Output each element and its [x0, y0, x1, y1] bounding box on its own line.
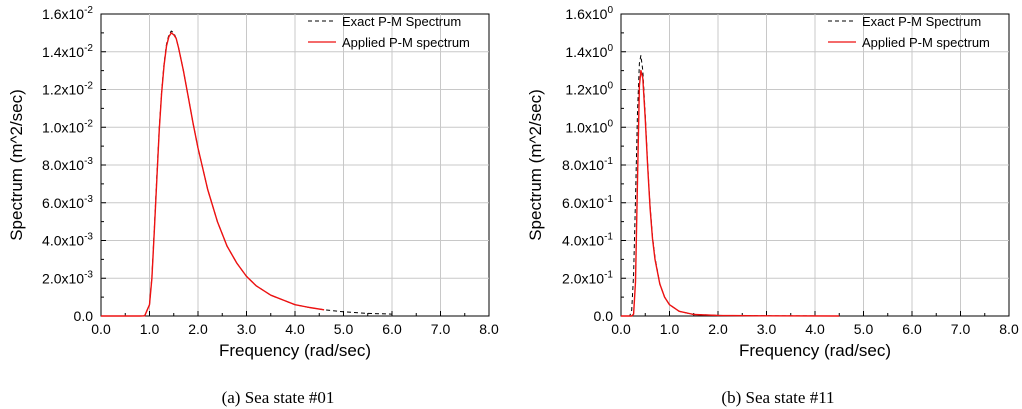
axis-ticks-b: 0.0 1.0 2.0 3.0 4.0 5.0 6.0 7.0 8.0 0.0 2.0x10-1 4.… — [562, 5, 1019, 337]
y-tick-label: 8.0x10-1 — [562, 156, 613, 173]
series-lines-a — [101, 30, 393, 317]
x-tick-label: 0.0 — [611, 321, 631, 337]
x-axis-title-a: Frequency (rad/sec) — [219, 341, 371, 360]
series-line-applied — [621, 69, 840, 317]
chart-panel-a: 0.0 1.0 2.0 3.0 4.0 5.0 6.0 7.0 8.0 0.0 2.0x10-3 4.… — [7, 5, 499, 407]
x-tick-label: 5.0 — [334, 321, 354, 337]
y-tick-label: 1.0x10-2 — [42, 118, 93, 135]
grid-b — [621, 14, 1009, 316]
x-tick-label: 0.0 — [91, 321, 111, 337]
caption-a: (a) Sea state #01 — [222, 388, 335, 407]
legend-b: Exact P-M Spectrum Applied P-M spectrum — [828, 14, 990, 50]
series-line-applied — [101, 32, 325, 317]
x-tick-label: 7.0 — [951, 321, 971, 337]
x-tick-label: 8.0 — [999, 321, 1019, 337]
y-tick-label: 6.0x10-3 — [42, 194, 93, 211]
y-tick-label: 1.0x100 — [565, 118, 613, 135]
caption-b: (b) Sea state #11 — [721, 388, 834, 407]
y-tick-label: 6.0x10-1 — [562, 194, 613, 211]
y-tick-label: 1.2x100 — [565, 81, 613, 98]
y-tick-label: 1.2x10-2 — [42, 81, 93, 98]
legend-label-exact-a: Exact P-M Spectrum — [342, 14, 461, 29]
legend-a: Exact P-M Spectrum Applied P-M spectrum — [308, 14, 470, 50]
x-tick-label: 4.0 — [805, 321, 825, 337]
y-tick-label: 1.4x100 — [565, 43, 613, 60]
x-tick-label: 5.0 — [854, 321, 874, 337]
x-tick-label: 7.0 — [431, 321, 451, 337]
y-tick-label: 2.0x10-3 — [42, 269, 93, 286]
y-tick-label: 0.0 — [594, 308, 614, 324]
axis-ticks-a: 0.0 1.0 2.0 3.0 4.0 5.0 6.0 7.0 8.0 0.0 2.0x10-3 4.… — [42, 5, 499, 337]
y-axis-title-a: Spectrum (m^2/sec) — [7, 89, 26, 241]
legend-label-applied-a: Applied P-M spectrum — [342, 35, 470, 50]
y-axis-title-b: Spectrum (m^2/sec) — [526, 89, 545, 241]
y-tick-label: 8.0x10-3 — [42, 156, 93, 173]
y-tick-label: 1.6x10-2 — [42, 5, 93, 22]
x-tick-label: 3.0 — [757, 321, 777, 337]
y-tick-label: 0.0 — [74, 308, 94, 324]
x-tick-label: 6.0 — [902, 321, 922, 337]
chart-panel-b: 0.0 1.0 2.0 3.0 4.0 5.0 6.0 7.0 8.0 0.0 2.0x10-1 4.… — [526, 5, 1019, 407]
x-tick-label: 1.0 — [140, 321, 160, 337]
x-tick-label: 2.0 — [708, 321, 728, 337]
y-tick-label: 1.6x100 — [565, 5, 613, 22]
legend-label-applied-b: Applied P-M spectrum — [862, 35, 990, 50]
y-tick-label: 4.0x10-1 — [562, 232, 613, 249]
series-lines-b — [621, 55, 840, 317]
x-tick-label: 2.0 — [188, 321, 208, 337]
x-tick-label: 4.0 — [285, 321, 305, 337]
legend-label-exact-b: Exact P-M Spectrum — [862, 14, 981, 29]
x-tick-label: 8.0 — [479, 321, 499, 337]
x-tick-label: 3.0 — [237, 321, 257, 337]
x-tick-label: 6.0 — [382, 321, 402, 337]
y-tick-label: 1.4x10-2 — [42, 43, 93, 60]
y-tick-label: 4.0x10-3 — [42, 232, 93, 249]
y-tick-label: 2.0x10-1 — [562, 269, 613, 286]
x-tick-label: 1.0 — [660, 321, 680, 337]
x-axis-title-b: Frequency (rad/sec) — [739, 341, 891, 360]
